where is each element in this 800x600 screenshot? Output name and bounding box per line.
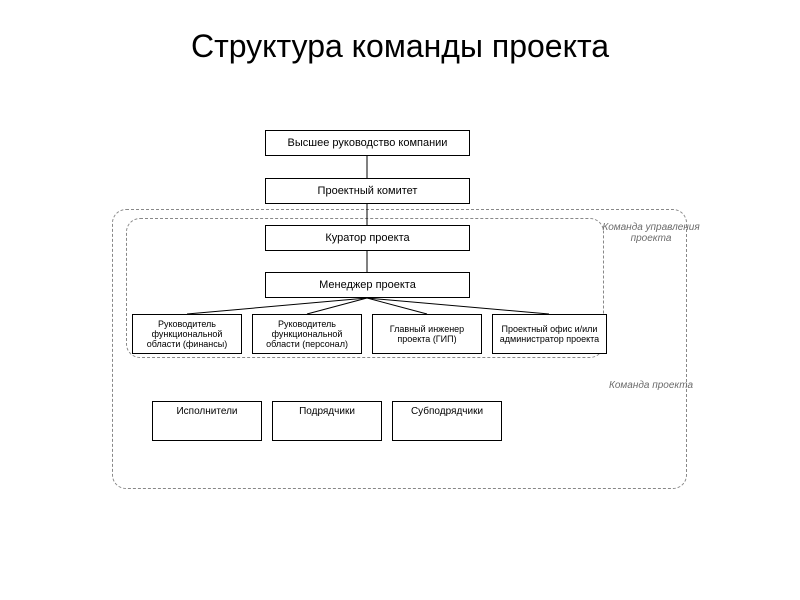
node-subcontractors: Субподрядчики <box>392 401 502 441</box>
node-project-committee: Проектный комитет <box>265 178 470 204</box>
label-project-team: Команда проекта <box>596 380 706 391</box>
page-title: Структура команды проекта <box>0 28 800 65</box>
node-curator: Куратор проекта <box>265 225 470 251</box>
node-personnel-lead: Руководитель функциональной области (пер… <box>252 314 362 354</box>
node-chief-engineer: Главный инженер проекта (ГИП) <box>372 314 482 354</box>
node-contractors: Подрядчики <box>272 401 382 441</box>
node-manager: Менеджер проекта <box>265 272 470 298</box>
node-performers: Исполнители <box>152 401 262 441</box>
label-mgmt-team: Команда управления проекта <box>596 222 706 244</box>
node-top-management: Высшее руководство компании <box>265 130 470 156</box>
node-finance-lead: Руководитель функциональной области (фин… <box>132 314 242 354</box>
node-project-office: Проектный офис и/или администратор проек… <box>492 314 607 354</box>
